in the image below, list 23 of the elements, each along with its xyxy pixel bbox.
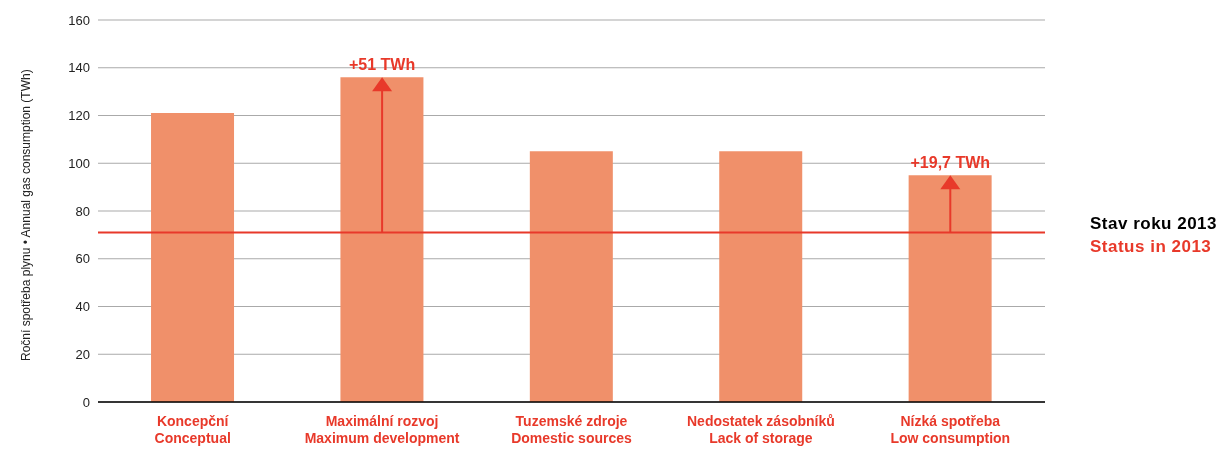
x-tick-label: Tuzemské zdroje Domestic sources (511, 413, 633, 446)
ref-line-label: Stav roku 2013 Status in 2013 (1090, 213, 1218, 259)
y-tick-label: 140 (68, 60, 90, 76)
annotation: +51 TWh (348, 56, 416, 74)
y-tick-label: 20 (75, 346, 90, 362)
x-tick-label: Koncepční Conceptual (154, 413, 231, 446)
bar (151, 113, 235, 402)
x-tick-label: Maximální rozvoj Maximum development (304, 413, 460, 446)
y-tick-label: 0 (82, 394, 90, 410)
y-tick-label: 40 (75, 299, 90, 315)
y-axis-title: Roční spotřeba plynu • Annual gas consumption (TWh) (19, 69, 34, 361)
x-tick-label: Nízká spotřeba Low consumption (890, 413, 1011, 446)
y-tick-label: 60 (75, 251, 90, 267)
bar (340, 77, 424, 402)
bar (529, 151, 613, 402)
y-tick-label: 80 (75, 203, 90, 219)
y-tick-label: 160 (68, 12, 90, 28)
bar (908, 175, 992, 402)
y-tick-label: 120 (68, 108, 90, 124)
bar (719, 151, 803, 402)
annotation: +19,7 TWh (910, 154, 991, 172)
x-tick-label: Nedostatek zásobníků Lack of storage (686, 413, 835, 446)
y-tick-label: 100 (68, 155, 90, 171)
